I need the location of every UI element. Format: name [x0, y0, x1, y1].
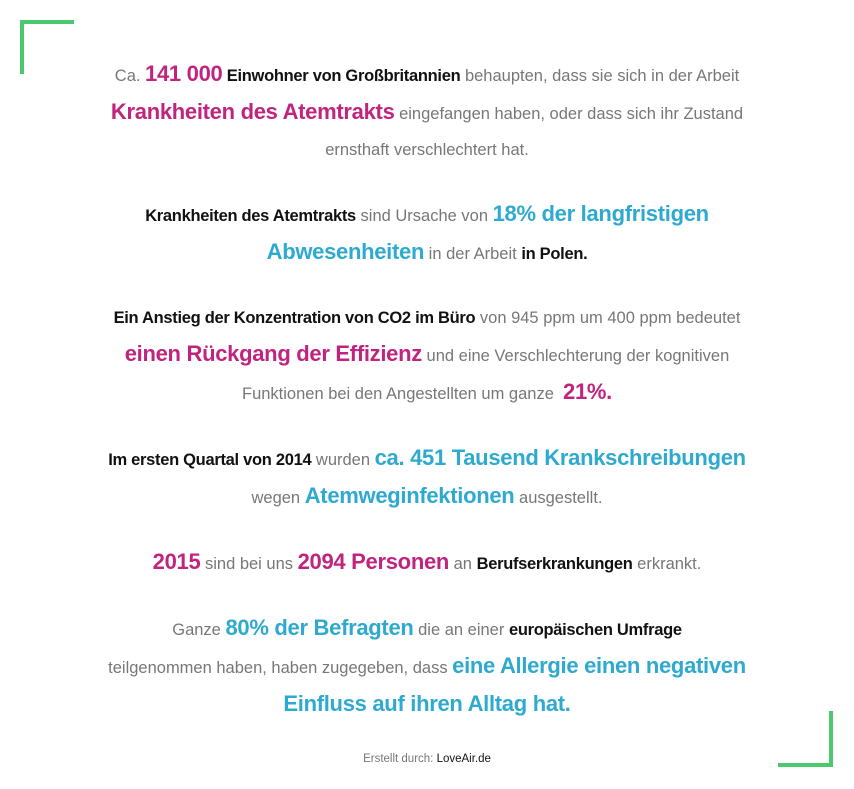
text-segment: ernsthaft verschlechtert hat. — [325, 141, 529, 159]
fact-line: Krankheiten des Atemtrakts eingefangen h… — [40, 94, 814, 132]
text-segment: wegen — [251, 489, 305, 507]
emphasis-text: Ein Anstieg der Konzentration von CO2 im… — [113, 309, 476, 327]
fact-line: Ein Anstieg der Konzentration von CO2 im… — [40, 300, 814, 336]
text-segment: Ca. — [114, 67, 146, 85]
fact-occupational-diseases-2015: 2015 sind bei uns 2094 Personen an Beruf… — [40, 544, 814, 582]
highlight-text: eine Allergie einen negativen — [452, 653, 746, 678]
fact-line: Krankheiten des Atemtrakts sind Ursache … — [40, 196, 814, 234]
corner-bracket-top-left — [20, 20, 74, 74]
emphasis-text: Krankheiten des Atemtrakts — [145, 207, 356, 225]
fact-sick-notes-2014: Im ersten Quartal von 2014 wurden ca. 45… — [40, 440, 814, 516]
fact-line: ernsthaft verschlechtert hat. — [40, 132, 814, 168]
highlight-text: Krankheiten des Atemtrakts — [110, 99, 395, 124]
highlight-text: einen Rückgang der Effizienz — [124, 341, 423, 366]
highlight-number: ca. 451 Tausend Krankschreibungen — [374, 445, 746, 470]
text-segment: von 945 ppm um 400 ppm bedeutet — [475, 309, 741, 327]
facts-container: Ca. 141 000 Einwohner von Großbritannien… — [40, 56, 814, 724]
fact-line: Ca. 141 000 Einwohner von Großbritannien… — [40, 56, 814, 94]
fact-line: Ganze 80% der Befragten die an einer eur… — [40, 610, 814, 648]
emphasis-text: Berufserkrankungen — [476, 555, 633, 573]
text-segment: in der Arbeit — [424, 245, 522, 263]
emphasis-text: Im ersten Quartal von 2014 — [108, 451, 312, 469]
footer-credit: Erstellt durch: LoveAir.de — [0, 753, 854, 765]
highlight-text: Atemweginfektionen — [304, 483, 515, 508]
emphasis-text: in Polen. — [521, 245, 588, 263]
text-segment: sind Ursache von — [355, 207, 493, 225]
fact-line: 2015 sind bei uns 2094 Personen an Beruf… — [40, 544, 814, 582]
fact-co2-efficiency: Ein Anstieg der Konzentration von CO2 im… — [40, 300, 814, 412]
text-segment: behaupten, dass sie sich in der Arbeit — [460, 67, 740, 85]
fact-line: Einfluss auf ihren Alltag hat. — [40, 686, 814, 724]
highlight-number: 21%. — [563, 379, 612, 404]
fact-allergy-survey: Ganze 80% der Befragten die an einer eur… — [40, 610, 814, 724]
text-segment: teilgenommen haben, haben zugegeben, das… — [108, 659, 453, 677]
highlight-text: Einfluss auf ihren Alltag hat. — [283, 691, 571, 716]
text-segment: ausgestellt. — [514, 489, 603, 507]
fact-line: einen Rückgang der Effizienz und eine Ve… — [40, 336, 814, 374]
text-segment: und eine Verschlechterung der kognitiven — [421, 347, 730, 365]
text-segment: wurden — [311, 451, 375, 469]
text-segment: sind bei uns — [200, 555, 298, 573]
fact-poland-absences: Krankheiten des Atemtrakts sind Ursache … — [40, 196, 814, 272]
text-segment: Funktionen bei den Angestellten um ganze — [241, 385, 564, 403]
fact-line: Im ersten Quartal von 2014 wurden ca. 45… — [40, 440, 814, 478]
highlight-number: 18% der langfristigen — [492, 201, 710, 226]
credit-label: Erstellt durch: — [363, 753, 437, 765]
fact-uk-respiratory: Ca. 141 000 Einwohner von Großbritannien… — [40, 56, 814, 168]
fact-line: Abwesenheiten in der Arbeit in Polen. — [40, 234, 814, 272]
emphasis-text: Einwohner von Großbritannien — [222, 67, 461, 85]
highlight-text: Abwesenheiten — [266, 239, 425, 264]
highlight-number: 2015 — [152, 549, 201, 574]
emphasis-text: europäischen Umfrage — [508, 621, 682, 639]
text-segment: eingefangen haben, oder dass sich ihr Zu… — [394, 105, 744, 123]
text-segment: an — [449, 555, 477, 573]
text-segment: erkrankt. — [632, 555, 702, 573]
highlight-number: 2094 Personen — [297, 549, 450, 574]
fact-line: teilgenommen haben, haben zugegeben, das… — [40, 648, 814, 686]
fact-line: wegen Atemweginfektionen ausgestellt. — [40, 478, 814, 516]
corner-bracket-bottom-right — [778, 711, 833, 767]
highlight-number: 80% der Befragten — [225, 615, 414, 640]
credit-source-link[interactable]: LoveAir.de — [436, 753, 491, 765]
text-segment: die an einer — [413, 621, 509, 639]
highlight-number: 141 000 — [145, 61, 223, 86]
text-segment: Ganze — [172, 621, 226, 639]
fact-line: Funktionen bei den Angestellten um ganze… — [40, 374, 814, 412]
